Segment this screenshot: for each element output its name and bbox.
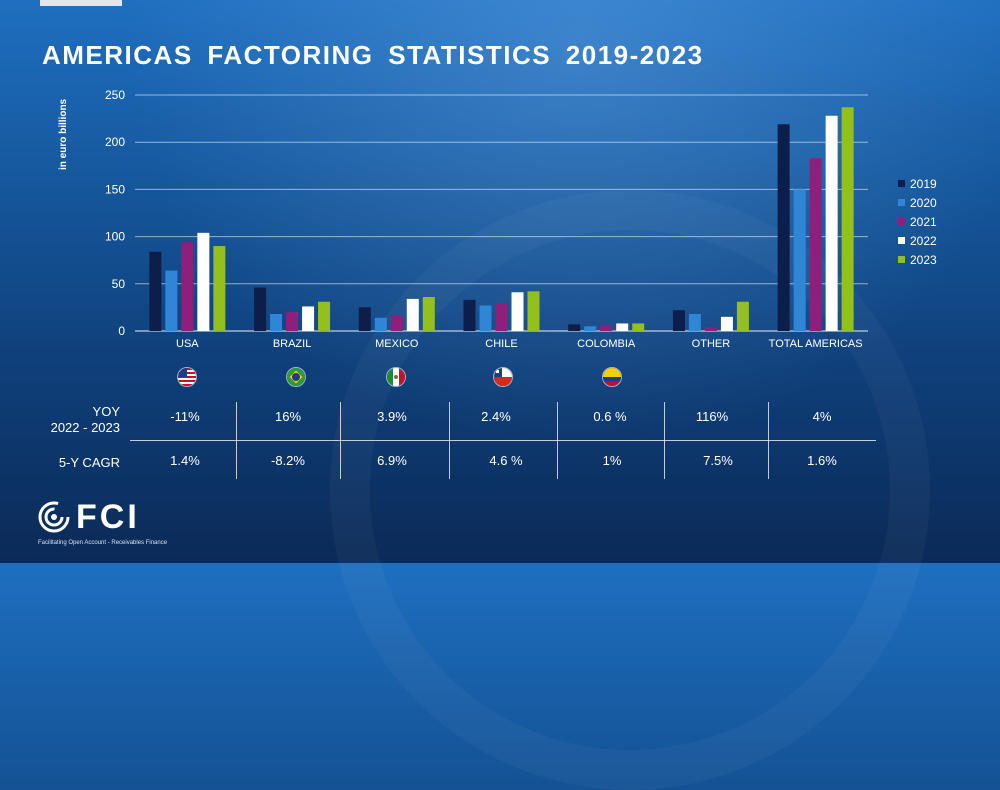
legend-item: 2021: [898, 212, 937, 231]
x-tick-label: USA: [176, 338, 199, 350]
table-divider: [768, 402, 769, 479]
bar-2020: [584, 326, 597, 331]
x-tick-label: TOTAL AMERICAS: [769, 338, 863, 350]
bar-2022: [406, 298, 419, 331]
cagr-value: -8.2%: [271, 453, 305, 468]
logo-text: FCI: [76, 498, 140, 536]
x-tick-label: OTHER: [692, 338, 731, 350]
table-divider: [664, 402, 665, 479]
bar-2023: [632, 323, 645, 331]
x-tick-label: BRAZIL: [273, 338, 312, 350]
legend-item: 2019: [898, 174, 937, 193]
legend-label: 2021: [910, 214, 937, 229]
top-accent-bar: [40, 0, 122, 6]
bar-2021: [495, 303, 508, 331]
y-tick-label: 0: [118, 324, 125, 338]
bar-2022: [720, 316, 733, 331]
bar-2022: [302, 306, 315, 331]
yoy-value: -11%: [170, 409, 200, 424]
legend-item: 2020: [898, 193, 937, 212]
cagr-value: 1%: [602, 453, 622, 468]
yoy-value: 4%: [812, 409, 832, 424]
table-divider: [340, 402, 341, 479]
legend-swatch: [898, 237, 905, 244]
bar-2019: [463, 299, 476, 331]
legend-item: 2022: [898, 231, 937, 250]
y-tick-label: 100: [105, 230, 125, 244]
bar-2019: [568, 324, 581, 331]
bar-2020: [165, 270, 178, 331]
bar-2022: [197, 232, 210, 331]
bar-2023: [736, 301, 749, 331]
bar-2019: [358, 307, 371, 331]
colombia-flag-icon: [602, 367, 622, 387]
brazil-flag-icon: [286, 367, 306, 387]
yoy-value: 0.6 %: [593, 409, 627, 424]
bar-2023: [318, 301, 331, 331]
bar-2020: [270, 314, 283, 331]
bar-2020: [793, 189, 806, 331]
legend-label: 2020: [910, 195, 937, 210]
slide-title: AMERICAS FACTORING STATISTICS 2019-2023: [42, 40, 704, 70]
y-tick-label: 250: [105, 88, 125, 102]
yoy-value: 116%: [695, 409, 729, 424]
y-tick-label: 150: [105, 182, 125, 196]
yoy-value: 2.4%: [481, 409, 511, 424]
bar-2023: [213, 246, 226, 331]
x-tick-label: MEXICO: [375, 338, 419, 350]
legend-swatch: [898, 180, 905, 187]
fci-logo-icon: [38, 501, 70, 533]
bar-2021: [600, 325, 613, 331]
bar-2021: [286, 312, 299, 331]
bar-2020: [374, 317, 387, 331]
bar-2023: [422, 297, 435, 331]
yoy-value: 16%: [274, 409, 302, 424]
table-divider: [557, 402, 558, 479]
mexico-flag-icon: [386, 367, 406, 387]
bar-2021: [809, 158, 822, 331]
fci-logo: FCI Facilitating Open Account - Receivab…: [38, 500, 167, 546]
bar-2021: [181, 242, 194, 331]
cagr-value: 7.5%: [703, 453, 733, 468]
bar-chart: 0 50 100 150 200 250 USA BRAZIL MEXICO CHILE COLOM…: [105, 88, 863, 350]
table-divider: [130, 440, 876, 441]
y-tick-label: 200: [105, 135, 125, 149]
y-tick-label: 50: [112, 277, 126, 291]
bar-2022: [511, 292, 524, 331]
cagr-value: 4.6 %: [489, 453, 523, 468]
legend-label: 2023: [910, 252, 937, 267]
chart-legend: 2019 2020 2021 2022 2023: [898, 174, 937, 269]
legend-swatch: [898, 218, 905, 225]
cagr-value: 6.9%: [377, 453, 407, 468]
chile-flag-icon: [493, 367, 513, 387]
table-divider: [236, 402, 237, 479]
x-tick-label: CHILE: [485, 338, 517, 350]
cagr-value: 1.4%: [170, 453, 200, 468]
bar-2019: [149, 251, 162, 331]
bar-2023: [841, 107, 854, 331]
bar-2019: [672, 310, 685, 331]
cagr-value: 1.6%: [807, 453, 837, 468]
legend-item: 2023: [898, 250, 937, 269]
legend-label: 2022: [910, 233, 937, 248]
yoy-value: 3.9%: [377, 409, 407, 424]
legend-label: 2019: [910, 176, 937, 191]
bar-2021: [704, 327, 717, 331]
bar-2020: [688, 314, 701, 331]
cagr-row-label: 5-Y CAGR: [58, 455, 120, 470]
logo-tagline: Facilitating Open Account - Receivables …: [38, 540, 168, 546]
bar-2022: [825, 115, 838, 331]
bar-2022: [616, 323, 629, 331]
bar-2019: [777, 124, 790, 331]
bar-2021: [390, 315, 403, 331]
bar-2023: [527, 291, 540, 331]
legend-swatch: [898, 199, 905, 206]
x-tick-label: COLOMBIA: [577, 338, 636, 350]
legend-swatch: [898, 256, 905, 263]
bar-2019: [254, 287, 267, 331]
bar-2020: [479, 305, 492, 331]
table-divider: [449, 402, 450, 479]
yoy-row-label: YOY 2022 - 2023: [50, 404, 120, 435]
usa-flag-icon: [177, 367, 197, 387]
